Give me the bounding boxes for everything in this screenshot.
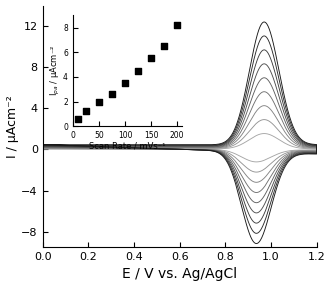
Y-axis label: I / μAcm⁻²: I / μAcm⁻² [6, 95, 19, 158]
X-axis label: E / V vs. Ag/AgCl: E / V vs. Ag/AgCl [122, 267, 237, 282]
